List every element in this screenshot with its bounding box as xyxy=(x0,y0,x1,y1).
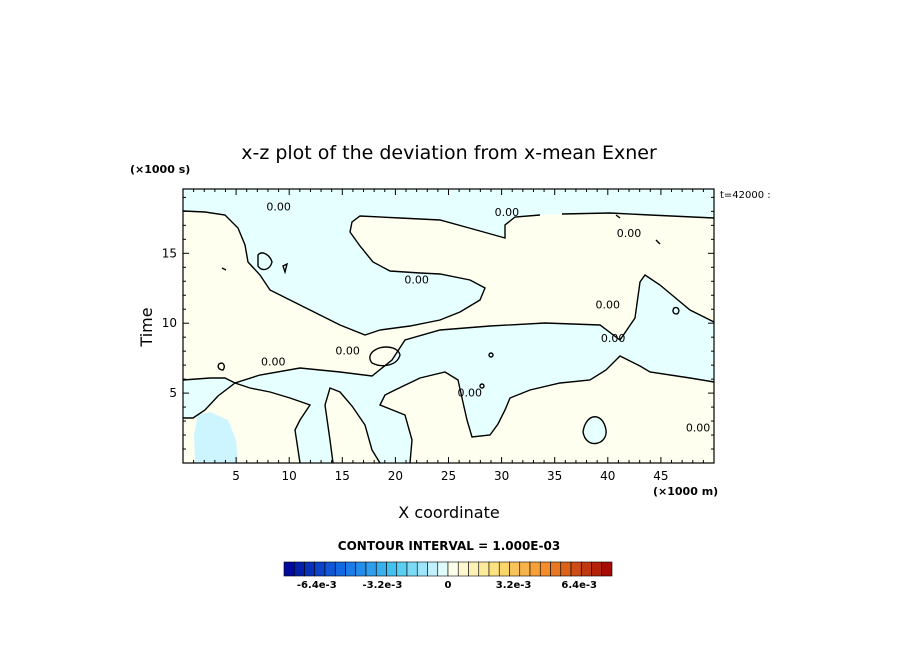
contour-label: 0.00 xyxy=(261,356,286,369)
chart-title: x-z plot of the deviation from x-mean Ex… xyxy=(241,142,657,164)
colorbar-cell xyxy=(457,561,469,577)
colorbar-cell xyxy=(304,561,316,577)
colorbar xyxy=(283,561,613,577)
colorbar-tick-label: 3.2e-3 xyxy=(496,580,532,591)
contour-label: 0.00 xyxy=(601,332,626,345)
contour-line xyxy=(615,214,621,219)
weak-negative-region xyxy=(194,412,238,463)
colorbar-cell xyxy=(293,561,305,577)
x-tick-label: 35 xyxy=(547,469,562,483)
contour-label: 0.00 xyxy=(596,298,621,311)
colorbar-cell xyxy=(345,561,357,577)
x-tick-label: 45 xyxy=(653,469,668,483)
colorbar-cell xyxy=(550,561,562,577)
x-tick-label: 10 xyxy=(282,469,297,483)
colorbar-cell xyxy=(580,561,592,577)
colorbar-tick-label: -6.4e-3 xyxy=(297,580,337,591)
contour-label: 0.00 xyxy=(495,206,520,219)
contour-interval-label: CONTOUR INTERVAL = 1.000E-03 xyxy=(338,539,560,553)
negative-region-left xyxy=(183,378,235,418)
colorbar-cell xyxy=(447,561,459,577)
colorbar-cell xyxy=(560,561,572,577)
contour-line xyxy=(217,362,225,371)
colorbar-cell xyxy=(570,561,582,577)
colorbar-cell xyxy=(529,561,541,577)
colorbar-cell xyxy=(386,561,398,577)
contour-line xyxy=(234,274,715,384)
x-tick-label: 40 xyxy=(600,469,615,483)
colorbar-tick-label: 0 xyxy=(445,580,452,591)
contour-line xyxy=(282,262,289,275)
negative-region-band xyxy=(235,275,714,463)
colorbar-tick-label: 6.4e-3 xyxy=(561,580,597,591)
negative-region-upper xyxy=(183,189,714,335)
x-tick-label: 15 xyxy=(335,469,350,483)
contour-label: 0.00 xyxy=(266,201,291,214)
colorbar-cell xyxy=(591,561,603,577)
negative-region-blob xyxy=(583,416,607,444)
contour-label: 0.00 xyxy=(686,421,711,434)
x-tick-label: 30 xyxy=(494,469,509,483)
colorbar-ticks: -6.4e-3 -3.2e-3 0 3.2e-3 6.4e-3 xyxy=(297,580,597,591)
contour-line xyxy=(324,387,381,464)
y-axis-title: Time xyxy=(137,307,156,347)
colorbar-tick-label: -3.2e-3 xyxy=(363,580,403,591)
colorbar-cell xyxy=(498,561,510,577)
zero-contours xyxy=(182,210,715,464)
colorbar-cell xyxy=(406,561,418,577)
contour-line xyxy=(655,239,661,245)
contour-line xyxy=(379,355,715,464)
contour-line xyxy=(369,346,401,367)
contour-line xyxy=(257,252,273,271)
colorbar-cell xyxy=(468,561,480,577)
colorbar-cell xyxy=(478,561,490,577)
y-tick-label: 5 xyxy=(169,386,177,400)
contour-line xyxy=(183,382,236,419)
colorbar-cell xyxy=(601,561,613,577)
time-stamp: t=42000 : xyxy=(720,190,771,201)
contour-line xyxy=(182,377,312,464)
colorbar-cell xyxy=(324,561,336,577)
colorbar-cell xyxy=(283,561,295,577)
contour-line xyxy=(582,416,607,445)
x-unit-label: (×1000 m) xyxy=(653,485,718,498)
colorbar-cell xyxy=(375,561,387,577)
contour-line xyxy=(182,210,541,336)
colorbar-cell xyxy=(355,561,367,577)
colorbar-cell xyxy=(416,561,428,577)
x-tick-label: 5 xyxy=(232,469,240,483)
contour-label: 0.00 xyxy=(457,387,482,400)
y-unit-label: (×1000 s) xyxy=(130,163,190,176)
colorbar-cell xyxy=(396,561,408,577)
colorbar-cell xyxy=(539,561,551,577)
colorbar-cell xyxy=(509,561,521,577)
contour-label: 0.00 xyxy=(617,227,642,240)
contour-labels: 0.00 0.00 0.00 0.00 0.00 0.00 0.00 0.00 0.00 0.00 xyxy=(261,201,711,435)
contour-label: 0.00 xyxy=(335,345,360,358)
colorbar-cell xyxy=(314,561,326,577)
x-tick-label: 20 xyxy=(388,469,403,483)
colorbar-cell xyxy=(437,561,449,577)
negative-regions xyxy=(183,189,714,463)
contour-label: 0.00 xyxy=(404,273,429,286)
colorbar-cell xyxy=(519,561,531,577)
colorbar-cell xyxy=(488,561,500,577)
x-tick-label: 25 xyxy=(441,469,456,483)
y-tick-label: 10 xyxy=(162,316,177,330)
contour-line xyxy=(479,383,485,389)
axis-ticks: 5 10 15 20 25 30 35 40 45 5 10 15 xyxy=(162,189,714,483)
x-axis-title: X coordinate xyxy=(398,503,499,522)
contour-line xyxy=(672,306,680,315)
contour-line xyxy=(488,352,494,358)
contour-line xyxy=(221,267,227,271)
colorbar-cell xyxy=(427,561,439,577)
y-tick-label: 15 xyxy=(162,246,177,260)
contour-line xyxy=(561,212,715,219)
colorbar-cell xyxy=(365,561,377,577)
colorbar-cell xyxy=(334,561,346,577)
